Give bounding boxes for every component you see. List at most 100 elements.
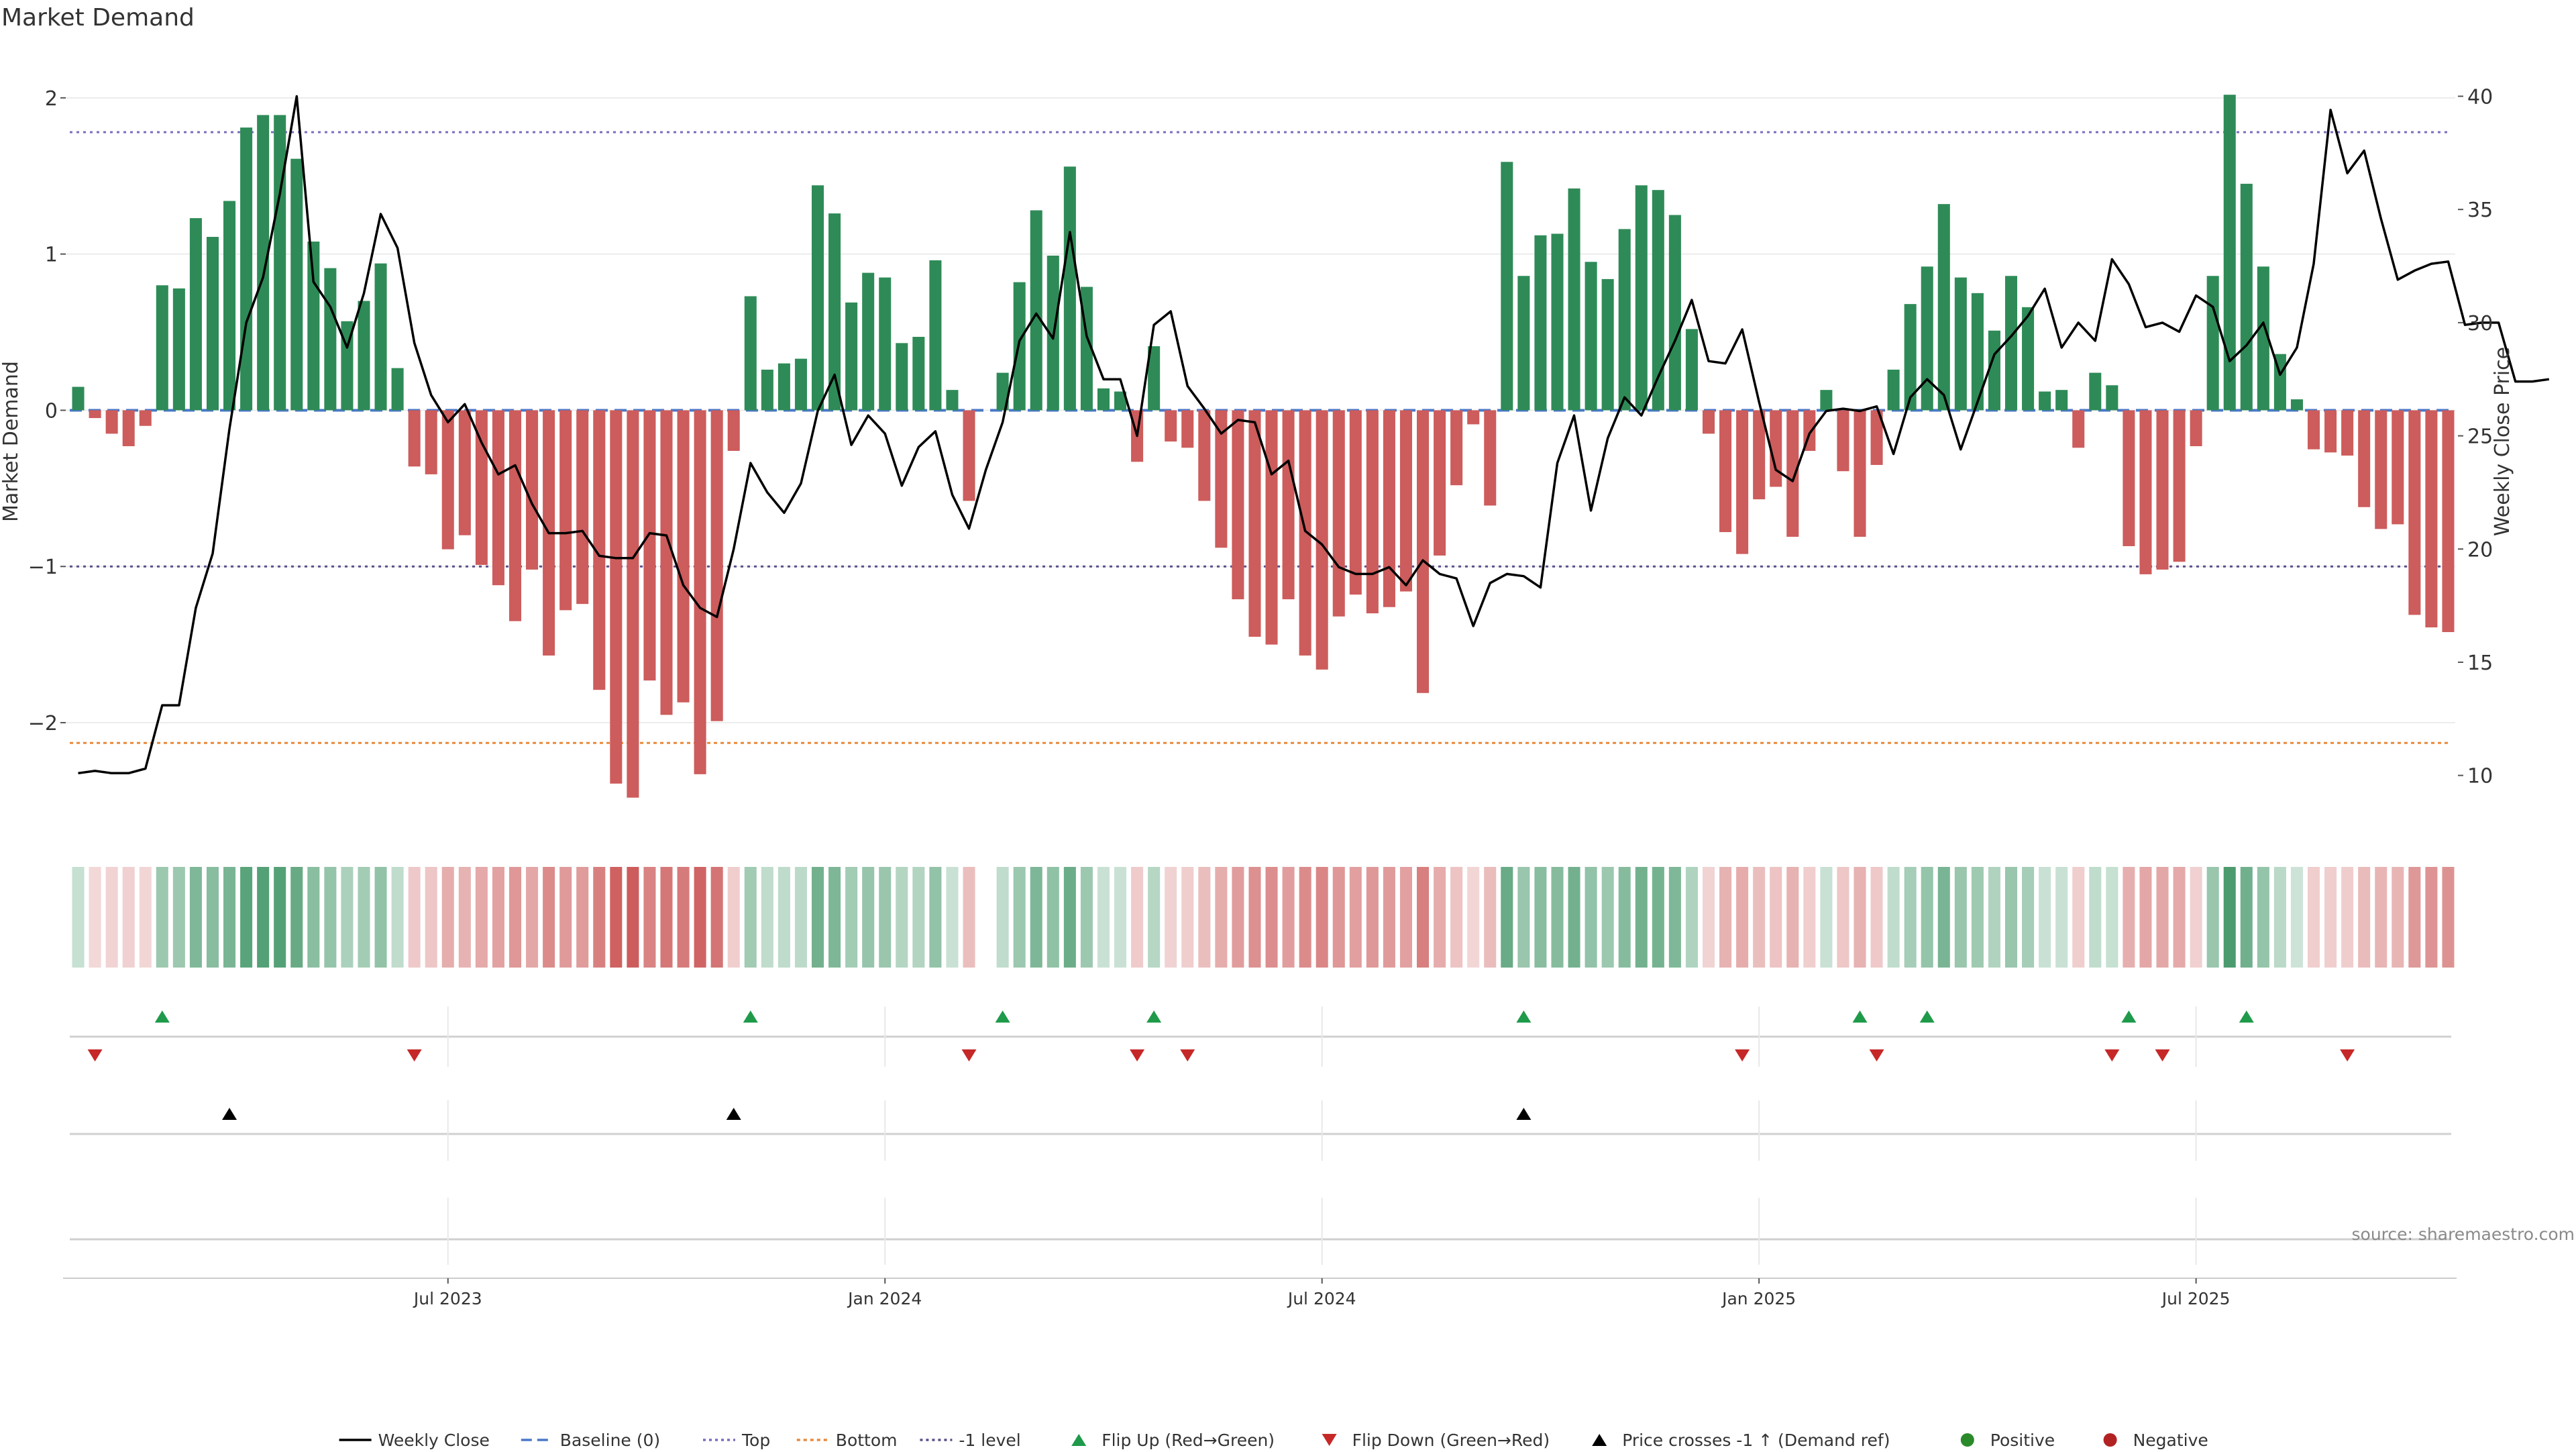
flip-up-marker bbox=[1146, 1010, 1162, 1023]
demand-bar bbox=[492, 410, 504, 586]
demand-bar bbox=[1870, 410, 1883, 465]
heat-cell bbox=[1434, 867, 1446, 968]
flip-up-marker bbox=[743, 1010, 758, 1023]
heat-cell bbox=[290, 867, 303, 968]
demand-bar bbox=[1484, 410, 1497, 506]
demand-bar bbox=[1820, 390, 1833, 411]
demand-bar bbox=[1181, 410, 1194, 448]
demand-bar bbox=[660, 410, 673, 715]
legend-label: Positive bbox=[1990, 1431, 2055, 1449]
y-left-tick-label: −2 bbox=[28, 712, 58, 735]
heat-cell bbox=[206, 867, 219, 968]
demand-bar bbox=[1517, 276, 1530, 411]
heat-cell bbox=[727, 867, 740, 968]
heat-cell bbox=[777, 867, 790, 968]
demand-bar bbox=[1568, 188, 1580, 411]
demand-bar bbox=[912, 337, 925, 411]
heat-cell bbox=[1366, 867, 1379, 968]
heat-cell bbox=[2072, 867, 2085, 968]
demand-bar bbox=[2089, 372, 2102, 411]
heat-cell bbox=[828, 867, 841, 968]
heat-cell bbox=[122, 867, 135, 968]
heat-cell bbox=[862, 867, 875, 968]
demand-bar bbox=[643, 410, 656, 681]
demand-bar bbox=[290, 158, 303, 411]
demand-bar bbox=[2106, 385, 2118, 411]
heat-cell bbox=[1585, 867, 1597, 968]
heat-cell bbox=[1450, 867, 1463, 968]
flip-down-marker bbox=[2340, 1049, 2355, 1061]
y-axis-left-label: Market Demand bbox=[0, 361, 23, 522]
heat-cell bbox=[694, 867, 706, 968]
legend-label: Baseline (0) bbox=[560, 1431, 660, 1449]
demand-bar bbox=[1366, 410, 1379, 614]
heat-cell bbox=[2408, 867, 2421, 968]
heat-cell bbox=[1753, 867, 1766, 968]
heat-cell bbox=[2022, 867, 2035, 968]
demand-bar bbox=[929, 260, 942, 411]
demand-bar bbox=[1467, 410, 1480, 425]
demand-bar bbox=[2156, 410, 2169, 570]
heat-cell bbox=[2442, 867, 2455, 968]
demand-bar bbox=[2425, 410, 2438, 628]
demand-bar bbox=[2055, 390, 2068, 411]
heat-cell bbox=[1282, 867, 1295, 968]
demand-bar bbox=[879, 277, 892, 411]
demand-bar bbox=[2341, 410, 2354, 456]
x-tick-label: Jan 2025 bbox=[1721, 1289, 1796, 1308]
weekly-close-series bbox=[78, 95, 2550, 775]
heat-cell bbox=[458, 867, 471, 968]
heat-cell bbox=[744, 867, 757, 968]
demand-bar bbox=[1316, 410, 1328, 670]
demand-bar bbox=[996, 372, 1009, 411]
heat-cell bbox=[1652, 867, 1664, 968]
demand-bar bbox=[122, 410, 135, 446]
demand-bar bbox=[240, 127, 253, 411]
empty-panel bbox=[70, 1198, 2451, 1265]
price-cross-marker bbox=[1516, 1108, 1532, 1120]
demand-bar bbox=[1165, 410, 1177, 442]
demand-bar bbox=[794, 358, 807, 411]
demand-bar bbox=[811, 185, 824, 411]
heat-cell bbox=[1181, 867, 1194, 968]
heat-cell bbox=[2324, 867, 2337, 968]
demand-bar bbox=[1585, 262, 1597, 411]
flip-down-marker bbox=[1130, 1049, 1145, 1061]
heat-cell bbox=[2425, 867, 2438, 968]
legend-symbol bbox=[1592, 1434, 1607, 1446]
heat-cell bbox=[172, 867, 185, 968]
y-right-tick-label: 20 bbox=[2467, 538, 2493, 562]
heat-cell bbox=[1148, 867, 1161, 968]
demand-bar bbox=[610, 410, 623, 784]
heat-cell bbox=[1215, 867, 1228, 968]
demand-bar bbox=[1198, 410, 1211, 501]
heat-cell bbox=[912, 867, 925, 968]
demand-bar bbox=[1837, 410, 1849, 472]
flip-down-marker bbox=[2104, 1049, 2120, 1061]
demand-bar bbox=[72, 386, 85, 411]
heat-cell bbox=[1551, 867, 1564, 968]
heat-cell bbox=[240, 867, 253, 968]
heat-cell bbox=[2290, 867, 2303, 968]
demand-bar bbox=[2022, 307, 2035, 411]
demand-bars bbox=[72, 95, 2455, 798]
price-cross-marker bbox=[726, 1108, 741, 1120]
demand-bar bbox=[1954, 277, 1967, 411]
heat-cell bbox=[1904, 867, 1917, 968]
flip-up-marker bbox=[995, 1010, 1010, 1023]
heat-cell bbox=[1467, 867, 1480, 968]
demand-bar bbox=[1383, 410, 1395, 607]
heat-cell bbox=[2173, 867, 2186, 968]
demand-bar bbox=[727, 410, 740, 451]
flip-up-marker bbox=[1919, 1010, 1935, 1023]
legend-symbol bbox=[1960, 1433, 1974, 1447]
demand-bar bbox=[710, 410, 723, 721]
demand-bar bbox=[677, 410, 690, 703]
demand-bar bbox=[324, 268, 337, 411]
heat-cell bbox=[2240, 867, 2253, 968]
heat-cell bbox=[374, 867, 387, 968]
heat-cell bbox=[1165, 867, 1177, 968]
heat-cell bbox=[2039, 867, 2051, 968]
heat-cell bbox=[1232, 867, 1244, 968]
